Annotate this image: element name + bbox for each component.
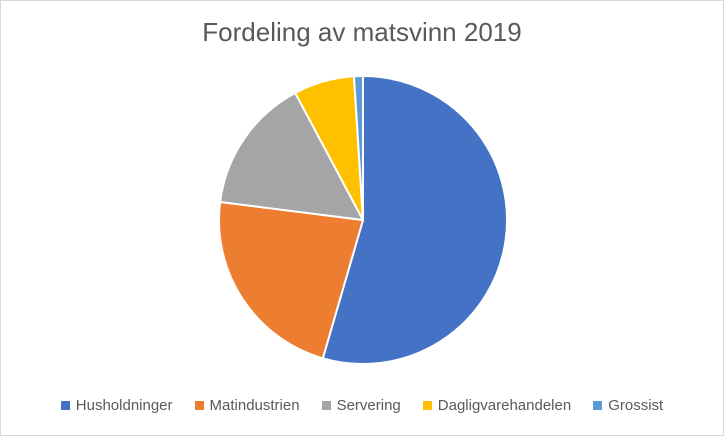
legend-swatch [593, 401, 603, 410]
legend-swatch [422, 401, 432, 410]
legend-item-dagligvarehandelen: Dagligvarehandelen [422, 397, 572, 414]
pie-slices [218, 74, 509, 365]
legend-swatch [60, 401, 70, 410]
legend-swatch [321, 401, 331, 410]
pie-slice-servering [219, 91, 364, 221]
legend: Husholdninger Matindustrien Servering Dagli… [1, 397, 723, 414]
legend-swatch [194, 401, 204, 410]
pie-slice-husholdninger [321, 75, 509, 365]
legend-item-grossist: Grossist [593, 397, 663, 414]
legend-item-servering: Servering [321, 397, 401, 414]
legend-item-matindustrien: Matindustrien [194, 397, 300, 414]
legend-label: Servering [336, 397, 401, 414]
legend-label: Husholdninger [75, 397, 173, 414]
legend-label: Matindustrien [209, 397, 300, 414]
chart-title: Fordeling av matsvinn 2019 [202, 17, 522, 47]
legend-item-husholdninger: Husholdninger [60, 397, 173, 414]
pie-slice-grossist [352, 74, 364, 221]
legend-label: Grossist [608, 397, 664, 414]
legend-label: Dagligvarehandelen [437, 397, 572, 414]
pie-slice-matindustrien [218, 200, 364, 360]
